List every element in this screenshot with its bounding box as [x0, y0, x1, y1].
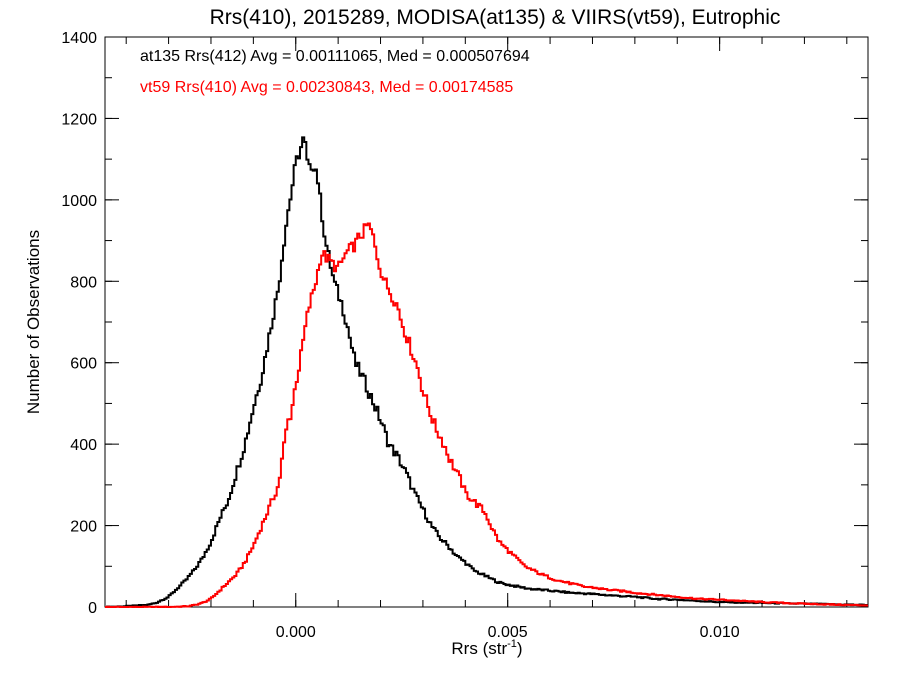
y-tick-label: 600	[70, 356, 97, 373]
y-axis-label: Number of Observations	[24, 230, 43, 414]
x-axis-label-sup: -1	[507, 638, 517, 650]
y-tick-label: 0	[88, 600, 97, 617]
series-modis-histogram	[105, 136, 868, 608]
y-tick-label: 400	[70, 437, 97, 454]
annotation-modis: at135 Rrs(412) Avg = 0.00111065, Med = 0…	[140, 48, 530, 65]
y-tick-label: 800	[70, 274, 97, 291]
series-viirs-histogram	[105, 222, 868, 608]
x-tick-label: 0.000	[276, 624, 316, 641]
x-tick-label: 0.010	[700, 624, 740, 641]
y-tick-labels: 0 200 400 600 800 1000 1200 1400	[61, 30, 97, 617]
x-axis-label-end: )	[517, 639, 523, 658]
x-tick-labels: 0.000 0.005 0.010	[276, 624, 740, 641]
x-axis-label: Rrs (str-1)	[451, 638, 522, 658]
y-tick-label: 200	[70, 519, 97, 536]
series-layer	[105, 136, 868, 608]
y-tick-label: 1200	[61, 111, 97, 128]
chart-title: Rrs(410), 2015289, MODISA(at135) & VIIRS…	[210, 6, 781, 29]
x-axis-label-main: Rrs (str	[451, 639, 507, 658]
annotation-viirs: vt59 Rrs(410) Avg = 0.00230843, Med = 0.…	[140, 79, 513, 96]
x-tick-label: 0.005	[488, 624, 528, 641]
y-tick-label: 1000	[61, 193, 97, 210]
y-tick-label: 1400	[61, 30, 97, 47]
